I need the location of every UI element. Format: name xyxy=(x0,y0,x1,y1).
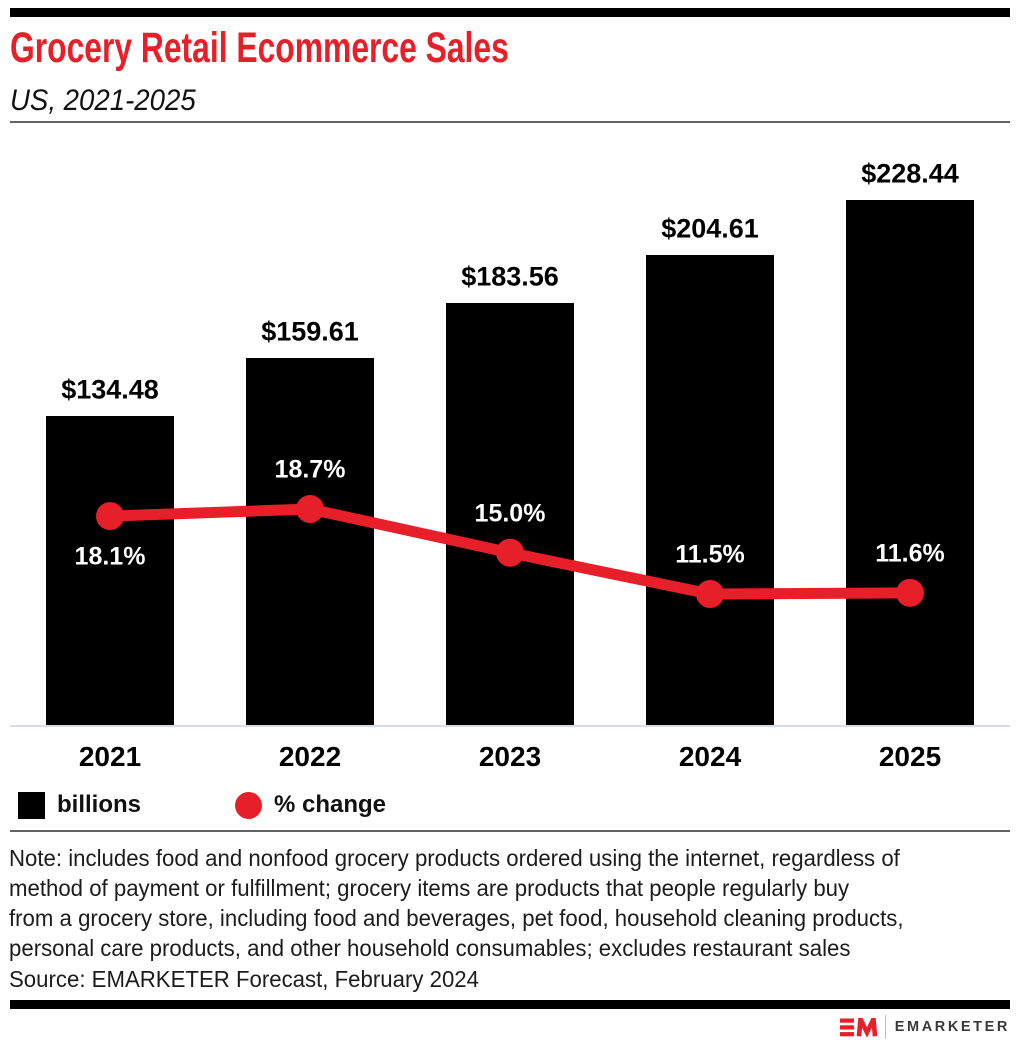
emarketer-logo: EMARKETER xyxy=(839,1014,1010,1040)
chart-subtitle: US, 2021-2025 xyxy=(10,84,196,117)
legend-line-label: % change xyxy=(274,791,387,818)
logo-divider xyxy=(884,1015,886,1039)
note-text: Note: includes food and nonfood grocery … xyxy=(9,845,904,961)
pct-label-2021: 18.1% xyxy=(74,542,146,571)
legend-line-dot xyxy=(235,791,262,819)
bar-value-label-2022: $159.61 xyxy=(261,316,359,347)
bar-value-label-2021: $134.48 xyxy=(61,374,159,405)
bar-value-label-2025: $228.44 xyxy=(861,158,959,189)
chart-legend: billions % change xyxy=(18,790,386,820)
legend-divider xyxy=(10,830,1010,832)
footer-accent-bar xyxy=(10,1000,1010,1009)
top-accent-bar xyxy=(10,8,1010,17)
bar-2022 xyxy=(246,358,374,725)
header-divider xyxy=(10,121,1010,123)
pct-label-2025: 11.6% xyxy=(875,539,945,568)
x-axis-label-2024: 2024 xyxy=(678,741,742,772)
legend-bar-swatch xyxy=(18,791,45,819)
em-logo-mark-icon xyxy=(839,1017,877,1037)
bar-2024 xyxy=(646,254,774,725)
x-axis-label-2023: 2023 xyxy=(478,741,542,772)
x-axis-label-2025: 2025 xyxy=(878,741,942,772)
x-axis-label-2022: 2022 xyxy=(278,741,342,772)
chart-title: Grocery Retail Ecommerce Sales xyxy=(10,24,509,72)
x-axis-line xyxy=(10,725,1010,727)
source-text: Source: EMARKETER Forecast, February 202… xyxy=(9,966,479,992)
x-axis-label-2021: 2021 xyxy=(78,741,142,772)
pct-label-2024: 11.5% xyxy=(675,540,745,569)
chart-plot-area: $134.48 2021 $159.61 2022 $183.56 2023 $204.61… xyxy=(10,158,1010,772)
pct-label-2022: 18.7% xyxy=(274,455,346,484)
bar-value-label-2023: $183.56 xyxy=(461,261,559,292)
pct-label-2023: 15.0% xyxy=(474,499,546,528)
bar-value-label-2024: $204.61 xyxy=(661,213,759,244)
legend-bar-label: billions xyxy=(57,791,141,818)
emarketer-wordmark: EMARKETER xyxy=(894,1019,1010,1035)
bar-2025 xyxy=(846,200,974,725)
